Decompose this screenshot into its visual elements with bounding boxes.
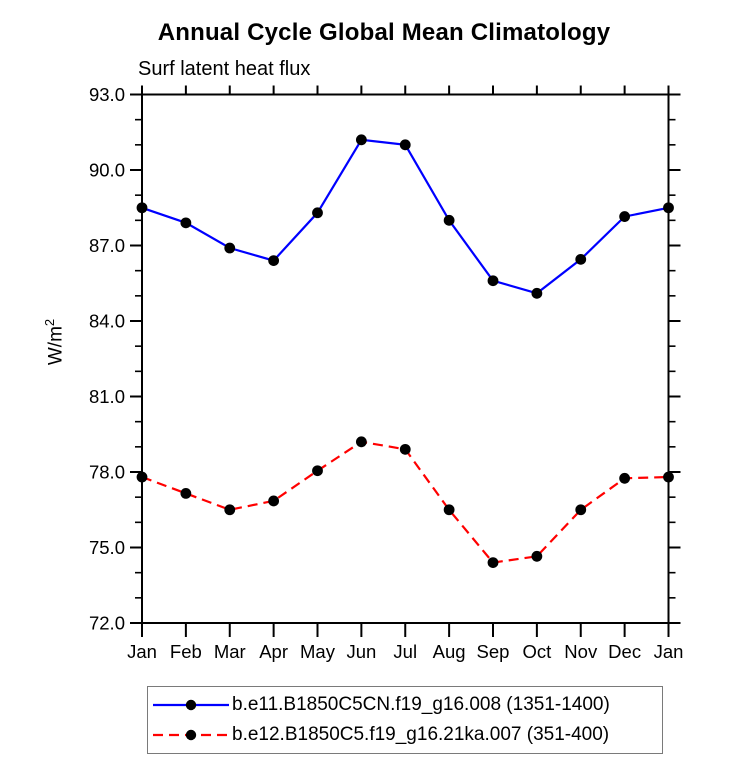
legend-item: b.e11.B1850C5CN.f19_g16.008 (1351-1400) [152,690,662,720]
x-tick-label: Feb [170,641,202,662]
data-marker [443,504,455,516]
x-tick-label: Oct [522,641,551,662]
data-marker [487,275,499,287]
data-marker [663,202,674,214]
data-line [141,440,669,564]
x-tick-label: Jul [393,641,417,662]
legend-series-marker-icon [185,729,197,741]
data-line [141,138,669,295]
data-marker [180,487,192,499]
chart-subtitle: Surf latent heat flux [138,58,311,80]
x-tick-label: May [300,641,336,662]
data-marker [268,255,280,266]
data-marker [268,495,280,507]
chart-title: Annual Cycle Global Mean Climatology [157,19,611,46]
legend-label: b.e11.B1850C5CN.f19_g16.008 (1351-1400) [232,694,610,715]
x-tick-label: Jan [127,641,157,662]
y-tick-label: 93.0 [89,84,125,105]
y-tick-label: 84.0 [89,311,125,332]
legend-line-sample [153,729,229,741]
x-tick-label: Dec [608,641,641,662]
data-marker [180,217,192,229]
data-marker [531,550,543,562]
y-tick-label: 78.0 [89,462,125,483]
legend-series-marker-icon [185,699,197,711]
data-marker [312,207,323,219]
legend: b.e11.B1850C5CN.f19_g16.008 (1351-1400) … [147,686,663,754]
y-tick-label: 81.0 [89,386,125,407]
data-marker [224,242,236,254]
data-marker [443,214,455,226]
data-marker [487,557,499,568]
data-marker [619,211,631,222]
x-tick-label: Jun [346,641,376,662]
data-marker [312,465,323,477]
plot-frame [141,93,670,624]
y-tick-label: 90.0 [89,160,125,181]
data-marker [224,504,236,516]
x-tick-label: Apr [259,641,288,662]
y-tick-label: 87.0 [89,235,125,256]
x-tick-label: Nov [564,641,598,662]
data-marker [663,471,674,483]
x-tick-label: Mar [214,641,246,662]
data-marker [136,471,148,483]
x-tick-label: Sep [477,641,510,662]
legend-line-sample [153,699,229,711]
data-marker [355,436,367,448]
data-marker [136,202,148,214]
data-marker [399,139,411,151]
y-tick-label: 75.0 [89,537,125,558]
data-marker [355,134,367,146]
data-marker [399,443,411,455]
data-marker [575,504,587,516]
x-tick-label: Aug [433,641,466,662]
legend-label: b.e12.B1850C5.f19_g16.21ka.007 (351-400) [232,724,610,745]
data-marker [531,287,543,299]
legend-item: b.e12.B1850C5.f19_g16.21ka.007 (351-400) [152,720,662,750]
data-marker [575,253,587,265]
x-tick-label: Jan [654,641,684,662]
data-marker [619,472,631,484]
y-tick-label: 72.0 [89,613,125,634]
